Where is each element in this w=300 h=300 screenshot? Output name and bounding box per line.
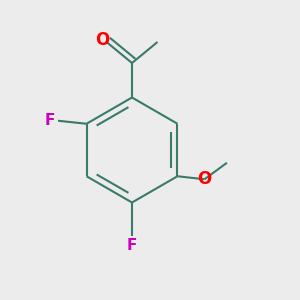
Text: O: O: [197, 170, 212, 188]
Text: F: F: [45, 113, 55, 128]
Text: O: O: [95, 32, 109, 50]
Text: F: F: [127, 238, 137, 253]
